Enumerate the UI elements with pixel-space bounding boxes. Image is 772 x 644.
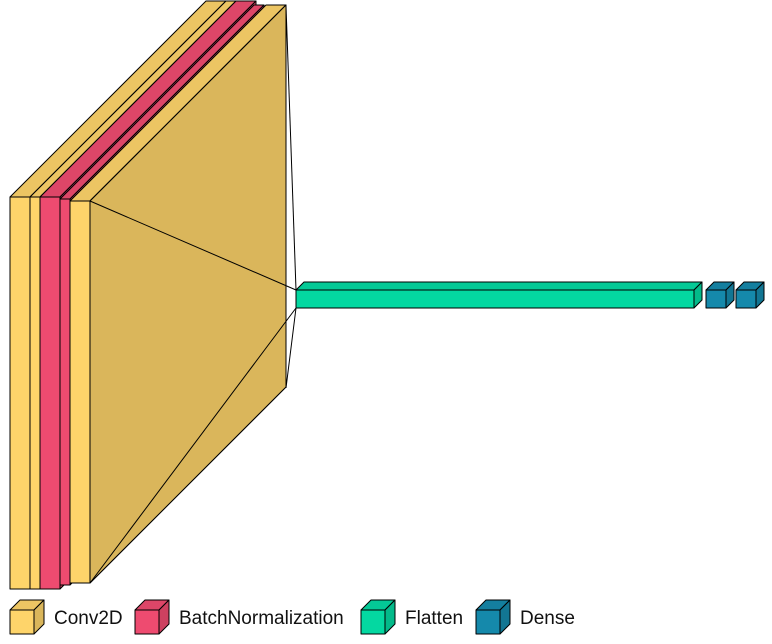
connector-line (89, 200, 297, 291)
layer-stack (9, 0, 765, 590)
layer-6-conv2d (89, 4, 287, 584)
connector-lines (89, 5, 297, 584)
connector-line (285, 307, 297, 389)
connector-line (285, 5, 297, 291)
layer-8-dense-front (705, 289, 727, 309)
layer-2-conv2d-front (29, 196, 41, 590)
layer-7-flatten-top (295, 281, 703, 291)
layer-9-dense (735, 281, 765, 309)
legend-swatch-flatten (360, 599, 396, 635)
layer-3-batchnormalization-front (39, 196, 61, 590)
legend-label-dense: Dense (520, 608, 575, 629)
layer-1-conv2d-front (9, 196, 31, 590)
layer-5-conv2d-front (69, 200, 91, 584)
legend-swatch-conv2d (9, 599, 45, 635)
legend-swatch-batchnormalization (134, 599, 170, 635)
layer-4-batchnormalization-front (59, 198, 71, 586)
legend: Conv2D BatchNormalization Flatten Dense (9, 599, 575, 635)
legend-label-batchnormalization: BatchNormalization (179, 608, 344, 629)
layer-8-dense (705, 281, 735, 309)
layer-7-flatten-front (295, 289, 695, 309)
legend-swatch-dense-front (475, 609, 501, 635)
legend-label-flatten: Flatten (405, 608, 463, 629)
legend-label-conv2d: Conv2D (54, 608, 123, 629)
connector-line (89, 307, 297, 584)
legend-swatch-flatten-front (360, 609, 386, 635)
legend-swatch-dense (475, 599, 511, 635)
legend-swatch-conv2d-front (9, 609, 35, 635)
legend-swatch-batchnormalization-front (134, 609, 160, 635)
layer-7-flatten (295, 281, 703, 309)
layer-9-dense-front (735, 289, 757, 309)
